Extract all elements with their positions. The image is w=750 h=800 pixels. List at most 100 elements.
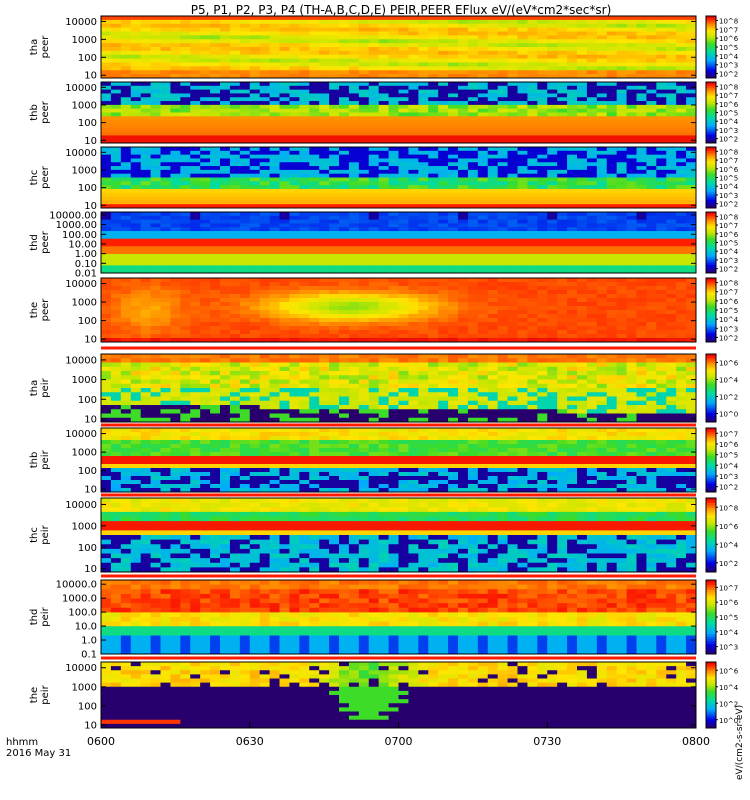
spectrogram-cell <box>458 108 469 113</box>
spectrogram-cell <box>160 58 171 63</box>
spectrogram-cell <box>537 23 548 29</box>
spectrogram-cell <box>130 261 142 266</box>
spectrogram-cell <box>448 286 459 291</box>
spectrogram-cell <box>487 278 499 283</box>
spectrogram-cell <box>378 192 389 197</box>
spectrogram-cell <box>101 139 112 144</box>
spectrogram-cell <box>210 322 221 327</box>
spectrogram-cell <box>418 16 429 21</box>
spectrogram-cell <box>596 204 608 209</box>
spectrogram-cell <box>110 154 122 159</box>
spectrogram-cell <box>626 181 637 186</box>
spectrogram-cell <box>577 306 588 311</box>
spectrogram-cell <box>299 185 310 190</box>
spectrogram-cell <box>616 158 627 163</box>
spectrogram-cell <box>279 108 290 113</box>
spectrogram-cell <box>527 212 538 217</box>
spectrogram-cell <box>527 162 538 167</box>
spectrogram-cell <box>289 192 300 197</box>
spectrogram-cell <box>398 257 409 262</box>
spectrogram-cell <box>279 112 290 117</box>
spectrogram-cell <box>577 294 588 299</box>
spectrogram-cell <box>418 123 429 129</box>
spectrogram-cell <box>279 231 290 236</box>
colorbar-swatch <box>706 151 716 154</box>
spectrogram-cell <box>358 278 370 283</box>
spectrogram-cell <box>210 246 221 251</box>
spectrogram-cell <box>586 162 598 167</box>
spectrogram-cell <box>438 310 449 315</box>
spectrogram-cell <box>517 326 528 331</box>
spectrogram-cell <box>626 19 637 25</box>
spectrogram-cell <box>229 158 241 163</box>
spectrogram-cell <box>398 47 409 52</box>
spectrogram-cell <box>160 269 171 274</box>
spectrogram-cell <box>537 242 548 247</box>
spectrogram-cell <box>140 35 151 40</box>
spectrogram-cell <box>527 27 538 32</box>
spectrogram-cell <box>378 219 389 224</box>
spectrogram-cell <box>101 286 112 291</box>
spectrogram-cell <box>249 294 261 299</box>
spectrogram-cell <box>418 150 429 156</box>
spectrogram-cell <box>567 135 578 140</box>
colorbar-swatch <box>706 220 716 223</box>
spectrogram-cell <box>497 31 508 36</box>
spectrogram-cell <box>458 294 469 299</box>
spectrogram-cell <box>428 169 439 175</box>
spectrogram-cell <box>507 192 518 197</box>
spectrogram-cell <box>309 58 320 63</box>
spectrogram-cell <box>190 154 201 159</box>
spectrogram-cell <box>428 54 439 60</box>
spectrogram-cell <box>467 298 479 303</box>
spectrogram-cell <box>150 16 161 21</box>
spectrogram-cell <box>418 302 429 307</box>
spectrogram-cell <box>130 298 142 303</box>
spectrogram-cell <box>269 39 280 44</box>
spectrogram-cell <box>676 185 687 190</box>
spectrogram-cell <box>676 242 687 247</box>
colorbar-swatch <box>706 244 716 247</box>
spectrogram-cell <box>329 188 340 194</box>
spectrogram-cell <box>547 173 558 178</box>
spectrogram-cell <box>101 314 112 319</box>
spectrogram-cell <box>626 123 637 129</box>
spectrogram-cell <box>517 196 528 201</box>
spectrogram-cell <box>656 19 667 25</box>
spectrogram-cell <box>577 101 588 106</box>
spectrogram-cell <box>358 231 370 236</box>
spectrogram-cell <box>269 166 280 171</box>
spectrogram-cell <box>666 39 677 44</box>
spectrogram-cell <box>279 19 290 25</box>
spectrogram-cell <box>547 242 558 247</box>
spectrogram-cell <box>150 261 161 266</box>
spectrogram-cell <box>636 196 647 201</box>
spectrogram-cell <box>418 294 429 299</box>
spectrogram-cell <box>497 93 508 98</box>
spectrogram-cell <box>596 181 608 186</box>
spectrogram-cell <box>388 227 399 232</box>
spectrogram-cell <box>408 278 419 283</box>
spectrogram-cell <box>507 334 518 339</box>
spectrogram-cell <box>368 242 380 247</box>
spectrogram-cell <box>210 70 221 75</box>
spectrogram-cell <box>626 196 637 201</box>
spectrogram-cell <box>646 104 657 110</box>
spectrogram-cell <box>567 23 578 29</box>
spectrogram-cell <box>527 204 538 209</box>
spectrogram-cell <box>200 131 211 136</box>
spectrogram-cell <box>487 215 499 221</box>
spectrogram-cell <box>537 62 548 67</box>
spectrogram-cell <box>210 104 221 110</box>
spectrogram-cell <box>220 154 231 159</box>
spectrogram-cell <box>428 135 439 140</box>
spectrogram-cell <box>448 127 459 132</box>
spectrogram-cell <box>418 238 429 243</box>
spectrogram-cell <box>577 162 588 167</box>
spectrogram-cell <box>239 286 251 291</box>
spectrogram-cell <box>140 219 151 224</box>
spectrogram-cell <box>309 286 320 291</box>
spectrogram-cell <box>438 318 449 323</box>
spectrogram-cell <box>130 223 142 228</box>
